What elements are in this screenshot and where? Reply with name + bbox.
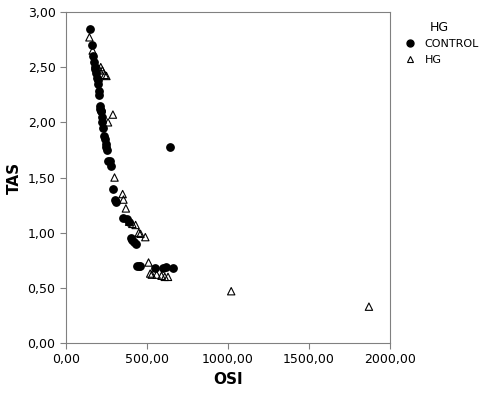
Point <box>96 106 104 112</box>
Point <box>102 73 110 79</box>
Point <box>162 264 170 270</box>
Point <box>97 108 105 114</box>
Point <box>86 34 94 41</box>
Point <box>152 271 160 278</box>
Point <box>88 47 96 54</box>
Point <box>118 191 126 197</box>
Point <box>92 75 100 81</box>
Point <box>148 271 156 278</box>
Point <box>110 197 118 203</box>
Point <box>227 288 235 294</box>
Point <box>112 199 120 205</box>
Point <box>120 197 128 203</box>
Point <box>164 274 172 280</box>
Point <box>109 186 117 192</box>
Point <box>110 175 118 181</box>
Point <box>103 147 111 153</box>
Point <box>169 265 177 271</box>
Point <box>96 102 104 109</box>
Point <box>365 303 373 310</box>
Point <box>166 143 173 150</box>
Point <box>102 143 110 150</box>
Point <box>88 42 96 48</box>
Point <box>118 215 126 221</box>
Point <box>135 263 143 269</box>
Point <box>97 108 105 114</box>
Point <box>109 112 117 118</box>
Point <box>92 69 100 76</box>
X-axis label: OSI: OSI <box>213 372 243 387</box>
Point <box>95 91 103 98</box>
Point <box>91 64 99 70</box>
Point <box>92 66 100 72</box>
Point <box>98 113 106 120</box>
Point <box>132 241 140 247</box>
Point <box>99 125 107 131</box>
Point <box>97 64 105 70</box>
Point <box>151 265 159 271</box>
Y-axis label: TAS: TAS <box>7 162 22 193</box>
Point <box>130 238 138 245</box>
Point <box>122 205 130 212</box>
Point <box>98 67 106 74</box>
Point <box>106 158 114 164</box>
Point <box>161 274 169 280</box>
Point <box>146 270 154 277</box>
Point <box>132 222 140 228</box>
Legend: CONTROL, HG: CONTROL, HG <box>396 17 482 68</box>
Point <box>100 132 108 139</box>
Point <box>95 66 103 72</box>
Point <box>124 216 132 223</box>
Point <box>142 234 150 240</box>
Point <box>90 58 98 65</box>
Point <box>135 230 143 236</box>
Point <box>126 235 134 242</box>
Point <box>94 77 102 84</box>
Point <box>108 164 116 170</box>
Point <box>101 136 109 142</box>
Point <box>104 119 112 125</box>
Point <box>86 25 94 32</box>
Point <box>94 88 102 95</box>
Point <box>136 230 144 237</box>
Point <box>104 158 112 164</box>
Point <box>94 80 102 87</box>
Point <box>159 265 167 271</box>
Point <box>158 273 166 279</box>
Point <box>144 259 152 266</box>
Point <box>128 237 136 243</box>
Point <box>101 72 109 78</box>
Point <box>136 263 144 269</box>
Point <box>102 141 110 147</box>
Point <box>125 219 133 225</box>
Point <box>88 53 96 59</box>
Point <box>128 221 136 227</box>
Point <box>133 263 141 269</box>
Point <box>98 119 106 125</box>
Point <box>125 219 133 225</box>
